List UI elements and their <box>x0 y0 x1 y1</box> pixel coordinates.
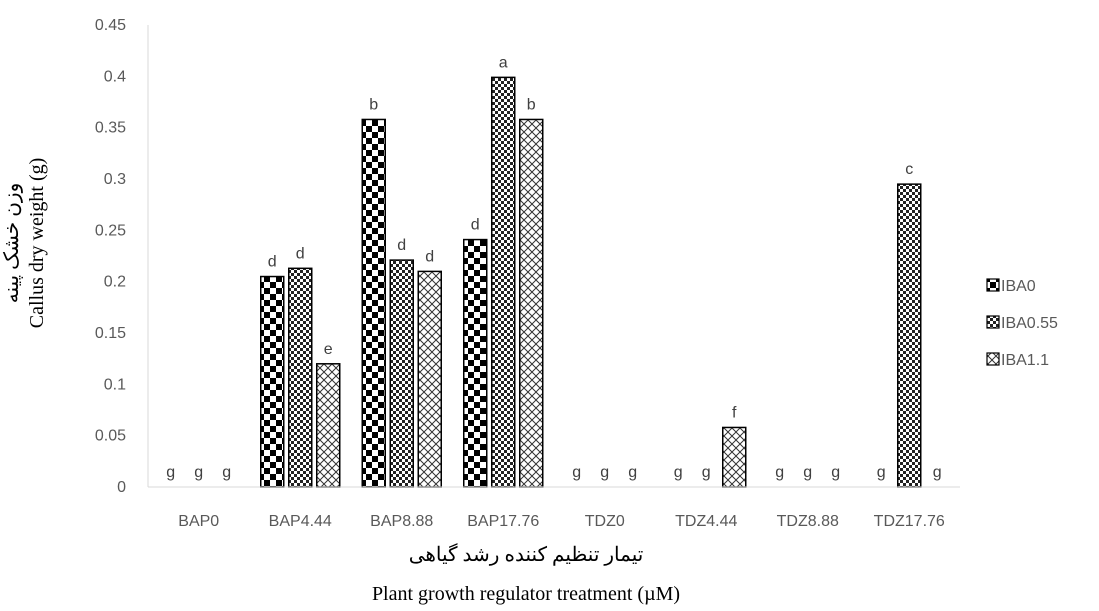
bar-iba1-1 <box>316 363 341 488</box>
y-tick-label: 0.05 <box>95 428 126 445</box>
bars <box>260 76 922 488</box>
significance-letter: b <box>527 96 536 113</box>
y-tick-label: 0 <box>117 479 126 496</box>
significance-letter: g <box>933 464 942 481</box>
significance-letter: g <box>702 464 711 481</box>
significance-letter: d <box>471 217 480 234</box>
significance-letter: e <box>324 341 333 358</box>
legend-swatch <box>986 352 1000 366</box>
x-tick-label: BAP4.44 <box>269 513 332 530</box>
y-tick-label: 0.3 <box>104 171 126 188</box>
bar-iba0 <box>260 275 285 488</box>
significance-letter: d <box>296 245 305 262</box>
x-axis: BAP0 BAP4.44 BAP8.88 BAP17.76 TDZ0 TDZ4.44 TDZ… <box>148 486 960 530</box>
significance-letters: g d b d g g g g g d d a g g g c g e d b g f g g <box>166 54 941 481</box>
significance-letter: g <box>222 464 231 481</box>
significance-letter: g <box>166 464 175 481</box>
x-axis-title: Plant growth regulator treatment (µM) <box>372 583 680 605</box>
y-tick-label: 0.1 <box>104 376 126 393</box>
significance-letter: a <box>499 54 508 71</box>
significance-letter: d <box>268 254 277 271</box>
significance-letter: g <box>600 464 609 481</box>
x-tick-label: TDZ8.88 <box>777 513 839 530</box>
y-tick-label: 0.35 <box>95 120 126 137</box>
significance-letter: g <box>194 464 203 481</box>
y-axis-title-persian: وزن خشک پینه <box>1 183 23 303</box>
significance-letter: f <box>732 404 737 421</box>
significance-letter: g <box>674 464 683 481</box>
x-tick-label: TDZ17.76 <box>874 513 945 530</box>
x-axis-title-persian: تیمار تنظیم کننده رشد گیاهی <box>409 543 644 566</box>
significance-letter: b <box>369 96 378 113</box>
y-tick-label: 0.2 <box>104 274 126 291</box>
bar-iba0 <box>361 118 386 488</box>
legend-label: IBA0.55 <box>1001 315 1058 332</box>
significance-letter: g <box>803 464 812 481</box>
significance-letter: d <box>425 248 434 265</box>
x-tick-label: TDZ4.44 <box>675 513 737 530</box>
bar-iba0-55 <box>288 267 313 488</box>
bar-iba1-1 <box>722 426 747 488</box>
significance-letter: g <box>831 464 840 481</box>
x-tick-label: TDZ0 <box>585 513 625 530</box>
y-tick-label: 0.15 <box>95 325 126 342</box>
significance-letter: g <box>628 464 637 481</box>
legend-swatch <box>986 315 1000 329</box>
y-tick-label: 0.25 <box>95 222 126 239</box>
significance-letter: g <box>572 464 581 481</box>
bar-iba0-55 <box>389 259 414 488</box>
x-tick-label: BAP17.76 <box>467 513 539 530</box>
significance-letter: g <box>775 464 784 481</box>
y-tick-label: 0.4 <box>104 68 126 85</box>
y-axis: 0 0.05 0.1 0.15 0.2 0.25 0.3 0.35 0.4 0.45 <box>95 17 149 496</box>
significance-letter: c <box>905 161 913 178</box>
bar-iba1-1 <box>519 118 544 488</box>
bar-iba0 <box>463 238 488 488</box>
significance-letter: d <box>397 237 406 254</box>
x-tick-label: BAP0 <box>178 513 219 530</box>
legend-label: IBA1.1 <box>1001 352 1049 369</box>
legend-swatch <box>986 278 1000 292</box>
significance-letter: g <box>877 464 886 481</box>
bar-iba1-1 <box>417 270 442 488</box>
y-axis-title: Callus dry weight (g) <box>26 158 48 329</box>
legend: IBA0 IBA0.55 IBA1.1 <box>986 278 1058 369</box>
bar-iba0-55 <box>491 76 516 488</box>
legend-label: IBA0 <box>1001 278 1036 295</box>
x-tick-label: BAP8.88 <box>370 513 433 530</box>
bar-iba0-55 <box>897 183 922 488</box>
y-tick-label: 0.45 <box>95 17 126 34</box>
